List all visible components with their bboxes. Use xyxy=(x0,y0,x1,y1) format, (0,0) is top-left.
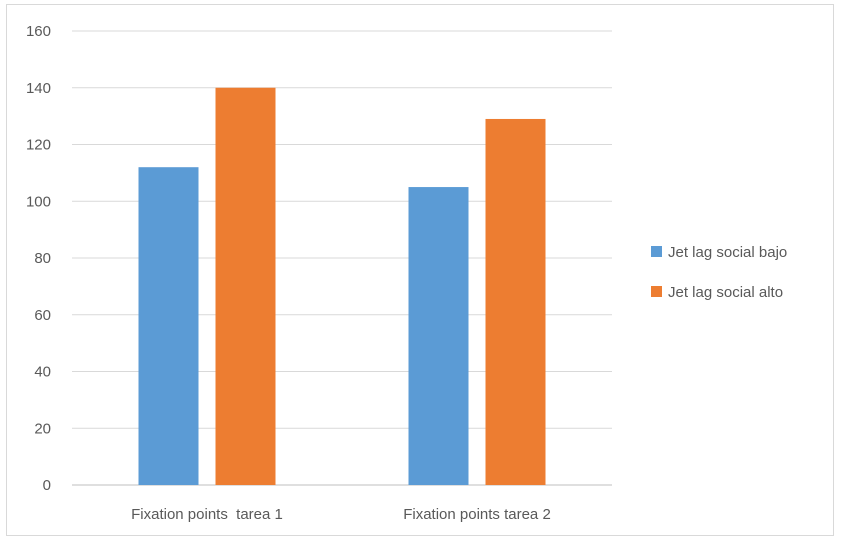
x-axis-category-labels: Fixation points tarea 1 Fixation points t… xyxy=(131,506,551,523)
bars xyxy=(138,87,546,486)
bar-jet-lag-social-bajo-2 xyxy=(408,187,469,485)
bar-jet-lag-social-alto-1 xyxy=(215,87,276,485)
legend-swatch xyxy=(651,286,662,297)
y-tick-label: 160 xyxy=(26,23,51,40)
y-tick-label: 60 xyxy=(34,307,51,324)
x-category-label: Fixation points tarea 2 xyxy=(403,506,551,523)
y-axis-tick-labels: 0 20 40 60 80 100 120 140 160 xyxy=(26,23,51,494)
y-tick-label: 40 xyxy=(34,364,51,381)
legend-label: Jet lag social bajo xyxy=(668,244,787,261)
bar-jet-lag-social-alto-2 xyxy=(485,118,546,486)
legend-swatch xyxy=(651,246,662,257)
y-tick-label: 140 xyxy=(26,80,51,97)
y-tick-label: 120 xyxy=(26,137,51,154)
y-tick-label: 20 xyxy=(34,420,51,437)
x-category-label: Fixation points tarea 1 xyxy=(131,506,283,523)
bar-jet-lag-social-bajo-1 xyxy=(138,167,199,485)
legend-label: Jet lag social alto xyxy=(668,284,783,301)
y-tick-label: 100 xyxy=(26,193,51,210)
legend: Jet lag social bajo Jet lag social alto xyxy=(651,244,787,301)
y-tick-label: 0 xyxy=(43,477,51,494)
y-tick-label: 80 xyxy=(34,250,51,267)
